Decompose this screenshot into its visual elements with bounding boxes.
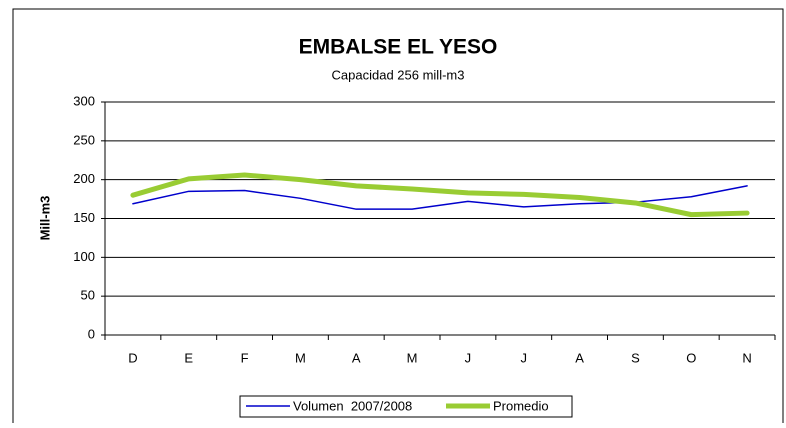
y-tick-label: 100 (73, 249, 95, 264)
x-tick-label: E (184, 350, 193, 365)
legend-label: Volumen 2007/2008 (293, 398, 412, 413)
series-line (130, 172, 750, 218)
chart-title: EMBALSE EL YESO (299, 36, 498, 59)
x-tick-label: S (631, 350, 640, 365)
x-tick-label: N (742, 350, 751, 365)
x-tick-label: O (686, 350, 696, 365)
x-tick-label: D (128, 350, 137, 365)
chart-border (12, 8, 784, 423)
y-tick-label: 250 (73, 132, 95, 147)
y-tick-label: 200 (73, 171, 95, 186)
x-tick-label: A (352, 350, 361, 365)
legend-label: Promedio (493, 398, 549, 413)
chart-subtitle: Capacidad 256 mill-m3 (332, 67, 465, 82)
x-tick-label: M (407, 350, 418, 365)
x-tick-label: F (241, 350, 249, 365)
y-tick-label: 0 (88, 326, 95, 341)
x-tick-label: J (521, 350, 528, 365)
y-tick-label: 300 (73, 93, 95, 108)
x-tick-label: A (575, 350, 584, 365)
legend (239, 395, 573, 418)
y-tick-label: 50 (81, 288, 95, 303)
series-line (132, 185, 748, 210)
y-tick-label: 150 (73, 210, 95, 225)
y-axis-label: Mill-m3 (37, 196, 52, 241)
x-tick-label: M (295, 350, 306, 365)
x-tick-label: J (465, 350, 472, 365)
